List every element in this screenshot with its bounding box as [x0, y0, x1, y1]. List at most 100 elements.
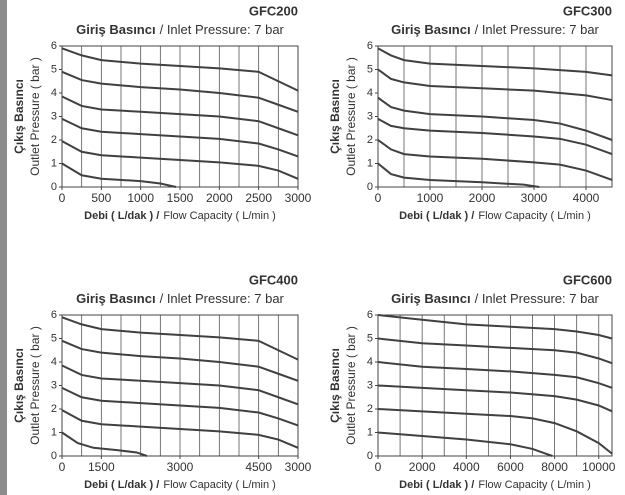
y-tick-label: 3 — [51, 379, 57, 391]
curve — [377, 384, 613, 413]
subtitle-tr: Giriş Basıncı — [76, 22, 155, 37]
y-label-tr: Çıkış Basıncı — [328, 79, 342, 154]
curve — [61, 409, 299, 449]
x-tick-label: 3000 — [285, 191, 312, 205]
x-tick-label: 4500 — [245, 460, 272, 474]
side-strip — [0, 0, 7, 495]
x-tick-label: 6000 — [497, 460, 524, 474]
curve — [377, 139, 613, 181]
curve — [61, 95, 299, 137]
y-label-tr: Çıkış Basıncı — [12, 79, 26, 154]
x-label-tr: Debi ( L/dak ) / — [84, 479, 159, 491]
x-tick-label: 2000 — [409, 460, 436, 474]
y-label-tr: Çıkış Basıncı — [12, 348, 26, 423]
subtitle-en: / Inlet Pressure: 7 bar — [160, 22, 285, 37]
y-tick-label: 6 — [51, 40, 57, 52]
y-tick-label: 4 — [367, 356, 373, 368]
x-label-tr: Debi ( L/dak ) / — [84, 210, 159, 222]
chart-subtitle: Giriş Basıncı / Inlet Pressure: 7 bar — [76, 291, 284, 306]
curve — [377, 314, 613, 340]
x-label: Debi ( L/dak ) / Flow Capacity ( L/min ) — [84, 210, 276, 222]
x-label: Debi ( L/dak ) / Flow Capacity ( L/min ) — [399, 210, 591, 222]
y-tick-label: 4 — [367, 87, 373, 99]
y-tick-label: 6 — [367, 309, 373, 321]
curve — [61, 47, 299, 92]
curve — [61, 162, 177, 188]
curve — [377, 408, 613, 455]
x-tick-label: 4000 — [453, 460, 480, 474]
x-tick-label: 1500 — [88, 460, 115, 474]
x-tick-label: 2000 — [206, 191, 233, 205]
y-label-en: Outlet Pressure ( bar ) — [28, 326, 42, 445]
y-tick-label: 0 — [367, 450, 373, 462]
x-label-en: Flow Capacity ( L/min ) — [163, 479, 275, 491]
subtitle-en: / Inlet Pressure: 7 bar — [160, 291, 285, 306]
y-tick-label: 3 — [367, 379, 373, 391]
y-label-en: Outlet Pressure ( bar ) — [344, 326, 358, 445]
subtitle-tr: Giriş Basıncı — [391, 291, 470, 306]
y-tick-label: 5 — [51, 63, 57, 75]
curve — [377, 162, 540, 188]
y-tick-label: 5 — [51, 332, 57, 344]
x-label-tr: Debi ( L/dak ) / — [399, 479, 474, 491]
x-tick-label: 0 — [375, 191, 382, 205]
x-label-en: Flow Capacity ( L/min ) — [478, 210, 590, 222]
chart-subtitle: Giriş Basıncı / Inlet Pressure: 7 bar — [76, 22, 284, 37]
x-tick-label: 1000 — [417, 191, 444, 205]
y-tick-label: 3 — [367, 110, 373, 122]
x-tick-label: 2000 — [469, 191, 496, 205]
x-tick-label: 2500 — [245, 191, 272, 205]
y-tick-label: 5 — [367, 332, 373, 344]
y-tick-label: 2 — [367, 134, 373, 146]
curve — [377, 431, 553, 457]
curve — [377, 96, 613, 141]
curve — [61, 316, 299, 361]
y-tick-label: 4 — [51, 356, 57, 368]
x-tick-label: 0 — [59, 191, 66, 205]
curve — [61, 117, 299, 158]
subtitle-tr: Giriş Basıncı — [391, 22, 470, 37]
x-tick-label: 0 — [59, 460, 66, 474]
y-tick-label: 2 — [51, 403, 57, 415]
x-label: Debi ( L/dak ) / Flow Capacity ( L/min ) — [84, 479, 276, 491]
chart-subtitle: Giriş Basıncı / Inlet Pressure: 7 bar — [391, 291, 599, 306]
curve — [61, 339, 299, 382]
y-tick-label: 3 — [51, 110, 57, 122]
curve — [61, 140, 299, 180]
x-tick-label: 10000 — [582, 460, 616, 474]
y-tick-label: 1 — [51, 426, 57, 438]
y-tick-label: 5 — [367, 63, 373, 75]
subtitle-en: / Inlet Pressure: 7 bar — [475, 291, 600, 306]
x-tick-label: 0 — [375, 460, 382, 474]
curve — [377, 117, 613, 156]
y-tick-label: 1 — [367, 157, 373, 169]
x-tick-label: 3000 — [285, 460, 312, 474]
chart-title: GFC600 — [563, 272, 612, 287]
subtitle-tr: Giriş Basıncı — [76, 291, 155, 306]
y-tick-label: 0 — [367, 181, 373, 193]
y-tick-label: 0 — [51, 181, 57, 193]
x-tick-label: 3000 — [521, 191, 548, 205]
subtitle-en: / Inlet Pressure: 7 bar — [475, 22, 600, 37]
curve — [377, 68, 613, 102]
chart-subtitle: Giriş Basıncı / Inlet Pressure: 7 bar — [391, 22, 599, 37]
curve — [377, 337, 613, 365]
y-label-tr: Çıkış Basıncı — [328, 348, 342, 423]
x-tick-label: 3000 — [167, 460, 194, 474]
curve — [61, 364, 299, 406]
y-tick-label: 2 — [51, 134, 57, 146]
chart-title: GFC200 — [249, 3, 298, 18]
chart-title: GFC400 — [249, 272, 298, 287]
x-tick-label: 8000 — [541, 460, 568, 474]
y-tick-label: 1 — [367, 426, 373, 438]
x-label-en: Flow Capacity ( L/min ) — [478, 479, 590, 491]
x-tick-label: 1500 — [167, 191, 194, 205]
y-label-en: Outlet Pressure ( bar ) — [28, 57, 42, 176]
x-tick-label: 1000 — [127, 191, 154, 205]
y-tick-label: 6 — [51, 309, 57, 321]
y-tick-label: 2 — [367, 403, 373, 415]
x-label-en: Flow Capacity ( L/min ) — [163, 210, 275, 222]
x-label-tr: Debi ( L/dak ) / — [399, 210, 474, 222]
y-label-en: Outlet Pressure ( bar ) — [344, 57, 358, 176]
x-tick-label: 4000 — [573, 191, 600, 205]
